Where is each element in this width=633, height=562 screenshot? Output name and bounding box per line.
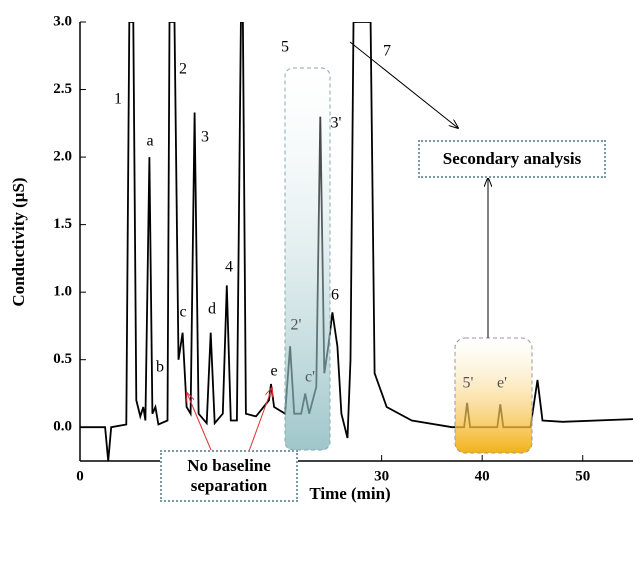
y-tick-label: 1.0 [53, 284, 72, 300]
trace [80, 22, 633, 462]
peak-label: 5' [463, 375, 474, 392]
highlight-box [454, 337, 533, 454]
peak-label: 3 [201, 129, 209, 146]
highlight-box [284, 67, 331, 451]
x-axis-title: Time (min) [309, 484, 390, 503]
peak-label: e [270, 363, 277, 380]
peak-label: 6 [331, 287, 339, 304]
y-tick-label: 0.5 [53, 351, 72, 367]
peak-label: 2' [291, 317, 302, 334]
peak-label: d [208, 301, 216, 318]
y-axis-title: Conductivity (μS) [9, 177, 28, 306]
y-tick-label: 0.0 [53, 419, 72, 435]
y-tick-label: 2.5 [53, 81, 72, 97]
peak-label: 5 [281, 39, 289, 56]
peak-label: 2 [179, 61, 187, 78]
x-tick-label: 50 [575, 468, 590, 484]
y-tick-label: 3.0 [53, 13, 72, 29]
x-tick-label: 40 [475, 468, 490, 484]
peak-label: 1 [114, 91, 122, 108]
peak-label: 3' [331, 115, 342, 132]
x-tick-label: 0 [76, 468, 84, 484]
arrow [349, 41, 458, 128]
peak-label: c' [305, 369, 315, 386]
peak-label: c [179, 304, 186, 321]
peak-label: a [146, 133, 153, 150]
y-tick-label: 1.5 [53, 216, 72, 232]
annotation-box: No baseline separation [160, 450, 298, 502]
peak-label: b [156, 359, 164, 376]
peak-label: 7 [383, 43, 391, 60]
x-tick-label: 30 [374, 468, 389, 484]
peak-label: e' [497, 375, 507, 392]
y-tick-label: 2.0 [53, 149, 72, 165]
peak-label: 4 [225, 259, 233, 276]
annotation-box: Secondary analysis [418, 140, 606, 178]
